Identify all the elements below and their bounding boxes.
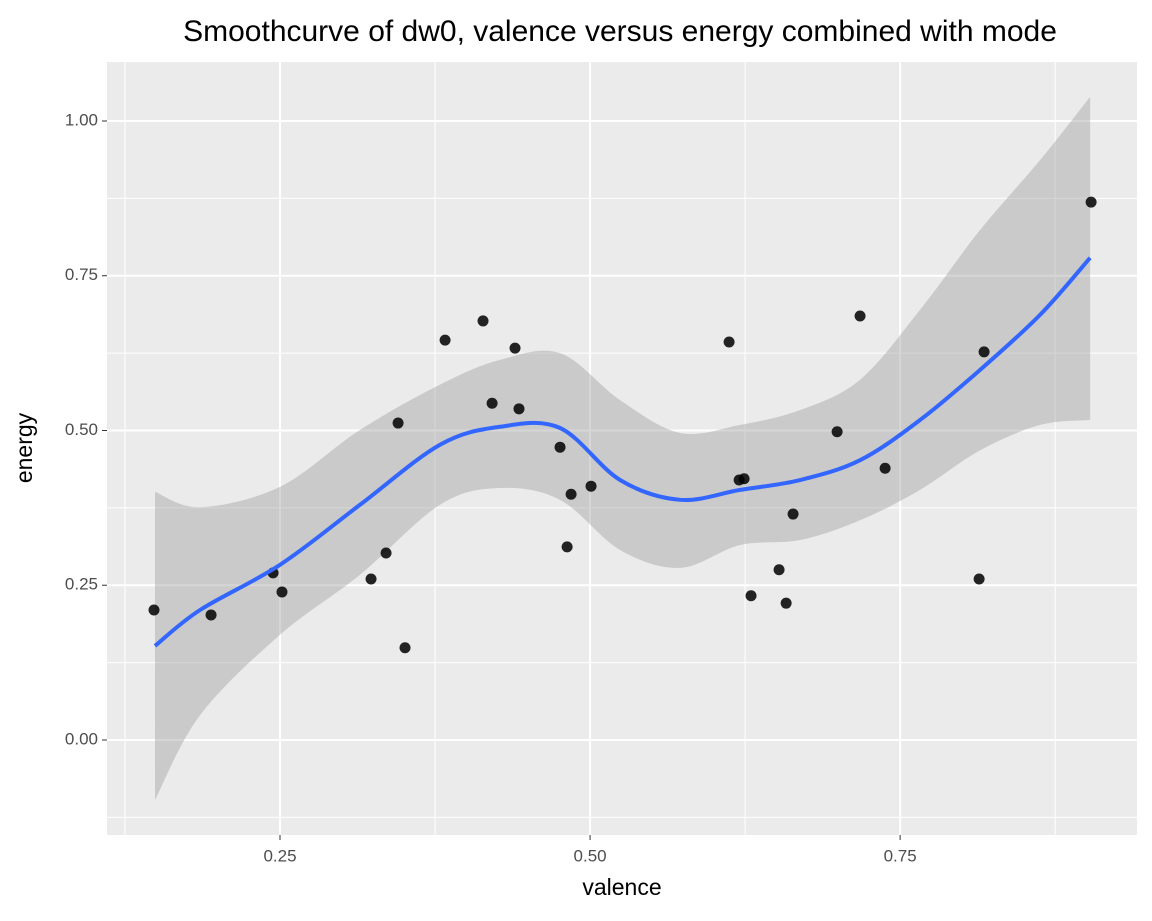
- point: [854, 310, 866, 322]
- point: [380, 547, 392, 559]
- confidence-band: [154, 96, 1091, 801]
- x-axis-title: valence: [582, 874, 661, 900]
- point: [561, 541, 573, 553]
- x-tick-label: 0.75: [884, 846, 917, 865]
- point: [978, 346, 990, 358]
- point: [879, 462, 891, 474]
- y-tick-label: 0.75: [65, 265, 98, 284]
- point: [205, 609, 217, 621]
- point: [365, 573, 377, 585]
- chart-title: Smoothcurve of dw0, valence versus energ…: [183, 15, 1057, 48]
- point: [276, 586, 288, 598]
- smooth-line: [153, 256, 1092, 648]
- point: [554, 441, 566, 453]
- panel: [107, 62, 1137, 835]
- point: [399, 642, 411, 654]
- point: [773, 564, 785, 576]
- y-tick-label: 0.00: [65, 729, 98, 748]
- point: [513, 403, 525, 415]
- point: [392, 417, 404, 429]
- point: [585, 480, 597, 492]
- point: [565, 488, 577, 500]
- x-tick-label: 0.50: [574, 846, 607, 865]
- point: [509, 342, 521, 354]
- y-axis-title: energy: [11, 412, 37, 483]
- point: [1085, 196, 1097, 208]
- point: [973, 573, 985, 585]
- point: [738, 473, 750, 485]
- point: [780, 597, 792, 609]
- y-tick-label: 0.50: [65, 420, 98, 439]
- x-tick-label: 0.25: [263, 846, 296, 865]
- point: [148, 604, 160, 616]
- point: [787, 508, 799, 520]
- point: [745, 590, 757, 602]
- point: [477, 315, 489, 327]
- point: [486, 397, 498, 409]
- point: [831, 426, 843, 438]
- y-tick-label: 0.25: [65, 575, 98, 594]
- y-tick-label: 1.00: [65, 110, 98, 129]
- point: [439, 334, 451, 346]
- point: [723, 336, 735, 348]
